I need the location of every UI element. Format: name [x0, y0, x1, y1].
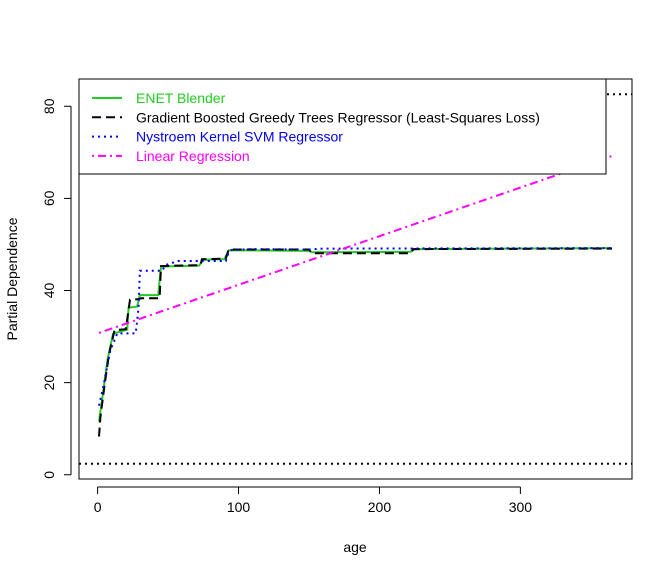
y-axis-title: Partial Dependence	[4, 217, 20, 340]
legend-label-0: ENET Blender	[136, 90, 226, 106]
legend-label-3: Linear Regression	[136, 148, 250, 164]
x-tick-label: 300	[509, 499, 533, 515]
series-line-1	[98, 247, 613, 437]
x-tick-label: 200	[368, 499, 392, 515]
series-line-2	[98, 247, 613, 406]
y-tick-label: 0	[41, 471, 57, 479]
y-tick-label: 60	[41, 190, 57, 206]
legend-label-1: Gradient Boosted Greedy Trees Regressor …	[136, 109, 540, 125]
legend: ENET Blender Gradient Boosted Greedy Tree…	[78, 78, 607, 175]
y-axis: 0 20 40 60 80	[41, 98, 72, 479]
legend-label-2: Nystroem Kernel SVM Regressor	[136, 129, 343, 145]
x-axis-title: age	[343, 539, 367, 555]
series-lines	[98, 155, 613, 437]
y-tick-label: 20	[41, 375, 57, 391]
y-tick-label: 80	[41, 98, 57, 114]
legend-box	[78, 78, 607, 175]
series-line-3	[98, 155, 613, 334]
series-line-0	[98, 247, 613, 422]
y-tick-label: 40	[41, 283, 57, 299]
x-tick-label: 100	[227, 499, 251, 515]
x-tick-label: 0	[94, 499, 102, 515]
x-axis: 0 100 200 300	[94, 486, 533, 515]
